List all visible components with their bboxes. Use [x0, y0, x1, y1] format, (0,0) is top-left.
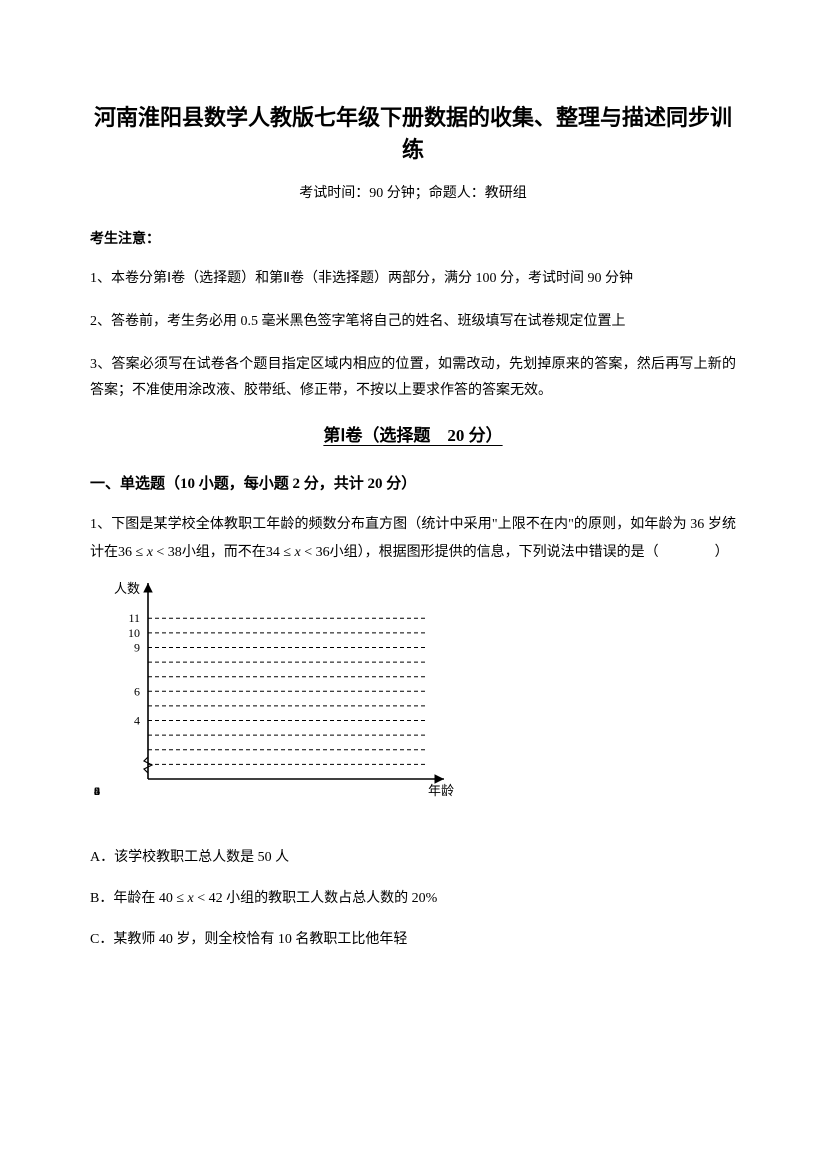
svg-text:11: 11: [128, 611, 140, 625]
q1-option-c: C．某教师 40 岁，则全校恰有 10 名教职工比他年轻: [90, 927, 736, 952]
page-title: 河南淮阳县数学人教版七年级下册数据的收集、整理与描述同步训练: [90, 100, 736, 164]
optB-c: 小组的教职工人数占总人数的 20%: [226, 891, 437, 906]
svg-text:10: 10: [128, 626, 140, 640]
q1-int2b: < 36: [301, 545, 330, 560]
svg-text:9: 9: [134, 640, 140, 654]
page-subtitle: 考试时间：90 分钟；命题人：教研组: [90, 182, 736, 202]
q1-post: 小组），根据图形提供的信息，下列说法中错误的是（ ）: [330, 545, 729, 560]
q1-text: 1、下图是某学校全体教职工年龄的频数分布直方图（统计中采用"上限不在内"的原则，…: [90, 511, 736, 567]
exam-page: 河南淮阳县数学人教版七年级下册数据的收集、整理与描述同步训练 考试时间：90 分…: [0, 0, 826, 1169]
section-heading: 第Ⅰ卷（选择题 20 分）: [90, 421, 736, 446]
q1-int1a: 36 ≤: [118, 545, 147, 560]
optB-int-a: 40 ≤: [159, 891, 188, 906]
q1-int1b: < 38: [153, 545, 182, 560]
notice-1: 1、本卷分第Ⅰ卷（选择题）和第Ⅱ卷（非选择题）两部分，满分 100 分，考试时间…: [90, 266, 736, 291]
q1-chart: 46910113436384042444648人数年龄: [94, 579, 736, 829]
q1-mid: 小组，而不在: [182, 545, 266, 560]
svg-text:6: 6: [134, 684, 140, 698]
q1-int2a: 34 ≤: [266, 545, 295, 560]
q1-option-a: A．该学校教职工总人数是 50 人: [90, 845, 736, 870]
svg-text:人数: 人数: [114, 581, 140, 596]
notice-2: 2、答卷前，考生务必用 0.5 毫米黑色签字笔将自己的姓名、班级填写在试卷规定位…: [90, 309, 736, 334]
optB-int-b: < 42: [194, 891, 223, 906]
svg-text:4: 4: [134, 713, 140, 727]
histogram-svg: 46910113436384042444648人数年龄: [94, 579, 464, 829]
optB-a: B．年龄在: [90, 891, 155, 906]
svg-text:年龄: 年龄: [428, 783, 454, 798]
svg-text:48: 48: [94, 784, 100, 798]
part-heading: 一、单选题（10 小题，每小题 2 分，共计 20 分）: [90, 472, 736, 493]
q1-option-b: B．年龄在 40 ≤ x < 42 小组的教职工人数占总人数的 20%: [90, 886, 736, 911]
notice-3: 3、答案必须写在试卷各个题目指定区域内相应的位置，如需改动，先划掉原来的答案，然…: [90, 352, 736, 402]
notice-heading: 考生注意：: [90, 228, 736, 248]
